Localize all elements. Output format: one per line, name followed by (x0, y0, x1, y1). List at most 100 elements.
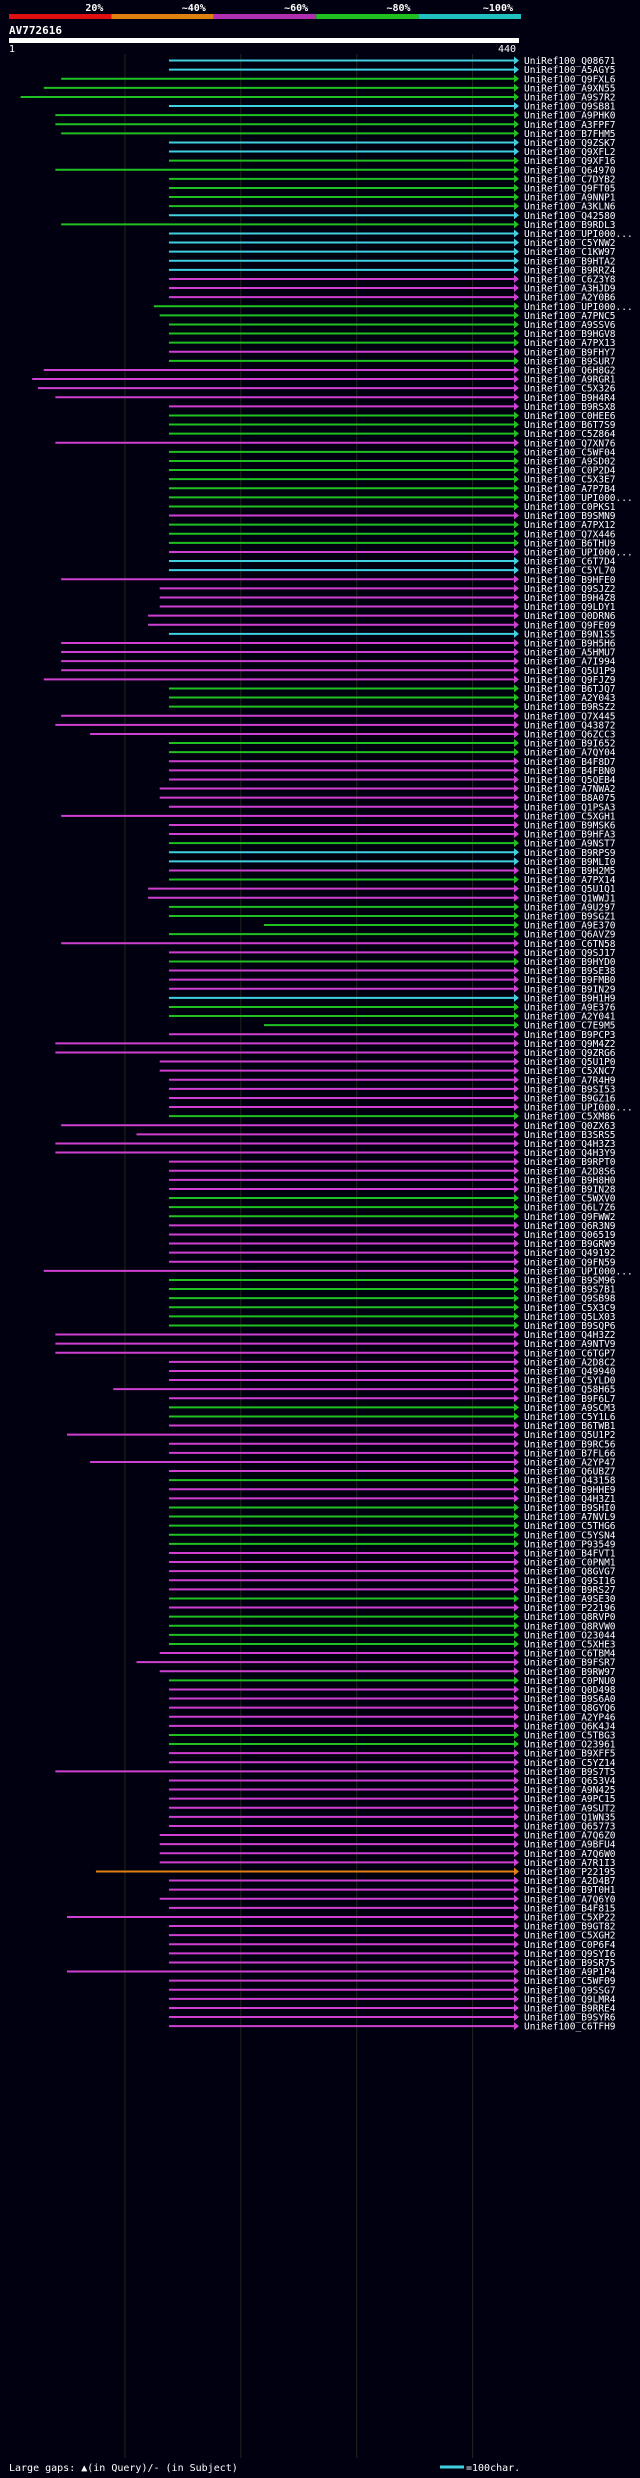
hit-row[interactable]: UniRef100_C5YZ14 (168, 1758, 616, 1769)
hit-row[interactable]: UniRef100_Q5U1P2 (66, 1430, 616, 1441)
hit-row[interactable]: UniRef100_B9H1H9 (168, 993, 616, 1004)
hit-row[interactable]: UniRef100_Q9FN59 (168, 1257, 616, 1268)
hit-label[interactable]: UniRef100_A7NWA2 (524, 784, 616, 795)
hit-row[interactable]: UniRef100_C5X3E7 (168, 475, 616, 486)
hit-row[interactable]: UniRef100_A2YP47 (90, 1457, 616, 1468)
hit-row[interactable]: UniRef100_Q9ZRG6 (55, 1048, 616, 1059)
hit-row[interactable]: UniRef100_Q42580 (168, 211, 616, 222)
hit-row[interactable]: UniRef100_B9SMN9 (168, 511, 616, 522)
hit-label[interactable]: UniRef100_C5XNC7 (524, 1066, 616, 1077)
hit-label[interactable]: UniRef100_Q9SYI6 (524, 1949, 616, 1960)
hit-label[interactable]: UniRef100_A7P7B4 (524, 484, 616, 495)
hit-row[interactable]: UniRef100_B9RPT0 (168, 1157, 616, 1168)
hit-label[interactable]: UniRef100_Q9FJZ9 (524, 675, 616, 686)
hit-row[interactable]: UniRef100_B9SYR6 (168, 2013, 616, 2024)
hit-label[interactable]: UniRef100_Q9SJ17 (524, 948, 616, 959)
hit-label[interactable]: UniRef100_Q4H3Z3 (524, 1139, 616, 1150)
hit-row[interactable]: UniRef100_C7E9M5 (264, 1021, 616, 1032)
hit-row[interactable]: UniRef100_C0P6F4 (168, 1940, 616, 1951)
hit-row[interactable]: UniRef100_P93549 (168, 1539, 616, 1550)
hit-row[interactable]: UniRef100_C5Y1L6 (168, 1412, 616, 1423)
hit-label[interactable]: UniRef100_Q5U1P0 (524, 1057, 616, 1068)
hit-label[interactable]: UniRef100_Q9SJZ2 (524, 584, 616, 595)
hit-label[interactable]: UniRef100_A9NNP1 (524, 193, 616, 204)
hit-label[interactable]: UniRef100_Q9XF16 (524, 156, 616, 167)
hit-label[interactable]: UniRef100_Q08671 (524, 56, 616, 67)
hit-row[interactable]: UniRef100_Q65773 (168, 1821, 616, 1832)
hit-label[interactable]: UniRef100_C5XP22 (524, 1912, 616, 1923)
hit-row[interactable]: UniRef100_Q8GYQ6 (168, 1703, 616, 1714)
hit-row[interactable]: UniRef100_B9XFF5 (168, 1749, 616, 1760)
hit-row[interactable]: UniRef100_A5HMU7 (61, 648, 616, 659)
hit-label[interactable]: UniRef100_A9E370 (524, 921, 616, 932)
hit-row[interactable]: UniRef100_B9F6L7 (168, 1394, 616, 1405)
hit-row[interactable]: UniRef100_C5X3C9 (168, 1303, 616, 1314)
hit-label[interactable]: UniRef100_Q0ZX63 (524, 1121, 616, 1132)
hit-row[interactable]: UniRef100_Q9SJ17 (168, 948, 616, 959)
hit-label[interactable]: UniRef100_C5THG6 (524, 1521, 616, 1532)
hit-row[interactable]: UniRef100_Q9M4Z2 (55, 1039, 616, 1050)
hit-label[interactable]: UniRef100_B9SUR7 (524, 356, 616, 367)
hit-label[interactable]: UniRef100_B9RPT0 (524, 1157, 616, 1168)
hit-label[interactable]: UniRef100_B9GT82 (524, 1922, 616, 1933)
hit-row[interactable]: UniRef100_UPI000... (168, 229, 633, 240)
hit-row[interactable]: UniRef100_Q5U1P0 (159, 1057, 616, 1068)
hit-row[interactable]: UniRef100_Q6H8G2 (43, 365, 616, 376)
hit-row[interactable]: UniRef100_Q9SSG7 (168, 1985, 616, 1996)
hit-label[interactable]: UniRef100_A7PX12 (524, 520, 616, 531)
hit-label[interactable]: UniRef100_A2Y0B6 (524, 293, 616, 304)
hit-row[interactable]: UniRef100_C5YNW2 (168, 238, 616, 249)
hit-label[interactable]: UniRef100_C5YLD0 (524, 1376, 616, 1387)
hit-label[interactable]: UniRef100_Q6K4J4 (524, 1721, 616, 1732)
hit-label[interactable]: UniRef100_Q65773 (524, 1821, 616, 1832)
hit-row[interactable]: UniRef100_Q08671 (168, 56, 616, 67)
hit-row[interactable]: UniRef100_B6THU9 (168, 538, 616, 549)
hit-label[interactable]: UniRef100_A2YP47 (524, 1457, 616, 1468)
hit-label[interactable]: UniRef100_B4FVT1 (524, 1548, 616, 1559)
hit-row[interactable]: UniRef100_B9T0H1 (168, 1885, 616, 1896)
hit-row[interactable]: UniRef100_P22196 (168, 1603, 616, 1614)
hit-row[interactable]: UniRef100_Q653V4 (168, 1776, 616, 1787)
hit-row[interactable]: UniRef100_C6TN58 (61, 939, 616, 950)
hit-row[interactable]: UniRef100_B9SUR7 (168, 356, 616, 367)
hit-row[interactable]: UniRef100_C6TBM4 (159, 1649, 616, 1660)
hit-row[interactable]: UniRef100_Q9XFL2 (168, 147, 616, 158)
hit-row[interactable]: UniRef100_B7FHM5 (61, 129, 616, 140)
hit-row[interactable]: UniRef100_B9HFA3 (168, 830, 616, 841)
hit-row[interactable]: UniRef100_A9P1P4 (66, 1967, 616, 1978)
hit-label[interactable]: UniRef100_B9RRZ4 (524, 265, 616, 276)
hit-label[interactable]: UniRef100_Q5U1P2 (524, 1430, 616, 1441)
hit-row[interactable]: UniRef100_A9RGR1 (32, 375, 616, 386)
hit-row[interactable]: UniRef100_Q8RVW0 (168, 1621, 616, 1632)
hit-row[interactable]: UniRef100_UPI000... (43, 1266, 633, 1277)
hit-label[interactable]: UniRef100_B9HGV8 (524, 329, 616, 340)
hit-row[interactable]: UniRef100_A9BFU4 (159, 1840, 616, 1851)
hit-label[interactable]: UniRef100_Q6H8G2 (524, 365, 616, 376)
hit-label[interactable]: UniRef100_B9PCP3 (524, 1030, 616, 1041)
hit-label[interactable]: UniRef100_B4FBN0 (524, 766, 616, 777)
hit-row[interactable]: UniRef100_Q6L7Z6 (168, 1203, 616, 1214)
hit-label[interactable]: UniRef100_B9FMB0 (524, 975, 616, 986)
hit-row[interactable]: UniRef100_B9SQP6 (168, 1321, 616, 1332)
hit-label[interactable]: UniRef100_B6TWB1 (524, 1421, 616, 1432)
hit-label[interactable]: UniRef100_Q9FT05 (524, 183, 616, 194)
hit-label[interactable]: UniRef100_B9SR75 (524, 1958, 616, 1969)
hit-row[interactable]: UniRef100_A9XN55 (43, 83, 616, 94)
hit-row[interactable]: UniRef100_B7FL66 (168, 1448, 616, 1459)
hit-label[interactable]: UniRef100_B9RSZ2 (524, 702, 616, 713)
hit-row[interactable]: UniRef100_Q7X445 (61, 711, 616, 722)
hit-row[interactable]: UniRef100_B9S7B1 (168, 1285, 616, 1296)
hit-label[interactable]: UniRef100_Q43158 (524, 1476, 616, 1487)
hit-row[interactable]: UniRef100_C5YSN4 (168, 1530, 616, 1541)
hit-row[interactable]: UniRef100_Q6ZCC3 (90, 729, 616, 740)
hit-row[interactable]: UniRef100_B9RS27 (168, 1585, 616, 1596)
hit-label[interactable]: UniRef100_B9S6A0 (524, 1694, 616, 1705)
hit-row[interactable]: UniRef100_A9U297 (168, 902, 616, 913)
hit-row[interactable]: UniRef100_A7PX14 (168, 875, 616, 886)
hit-label[interactable]: UniRef100_A7PNC5 (524, 311, 616, 322)
hit-row[interactable]: UniRef100_Q9SYI6 (168, 1949, 616, 1960)
hit-label[interactable]: UniRef100_Q9FE09 (524, 620, 616, 631)
hit-label[interactable]: UniRef100_Q9ZRG6 (524, 1048, 616, 1059)
hit-row[interactable]: UniRef100_Q49192 (168, 1248, 616, 1259)
hit-label[interactable]: UniRef100_Q8GVG7 (524, 1567, 616, 1578)
